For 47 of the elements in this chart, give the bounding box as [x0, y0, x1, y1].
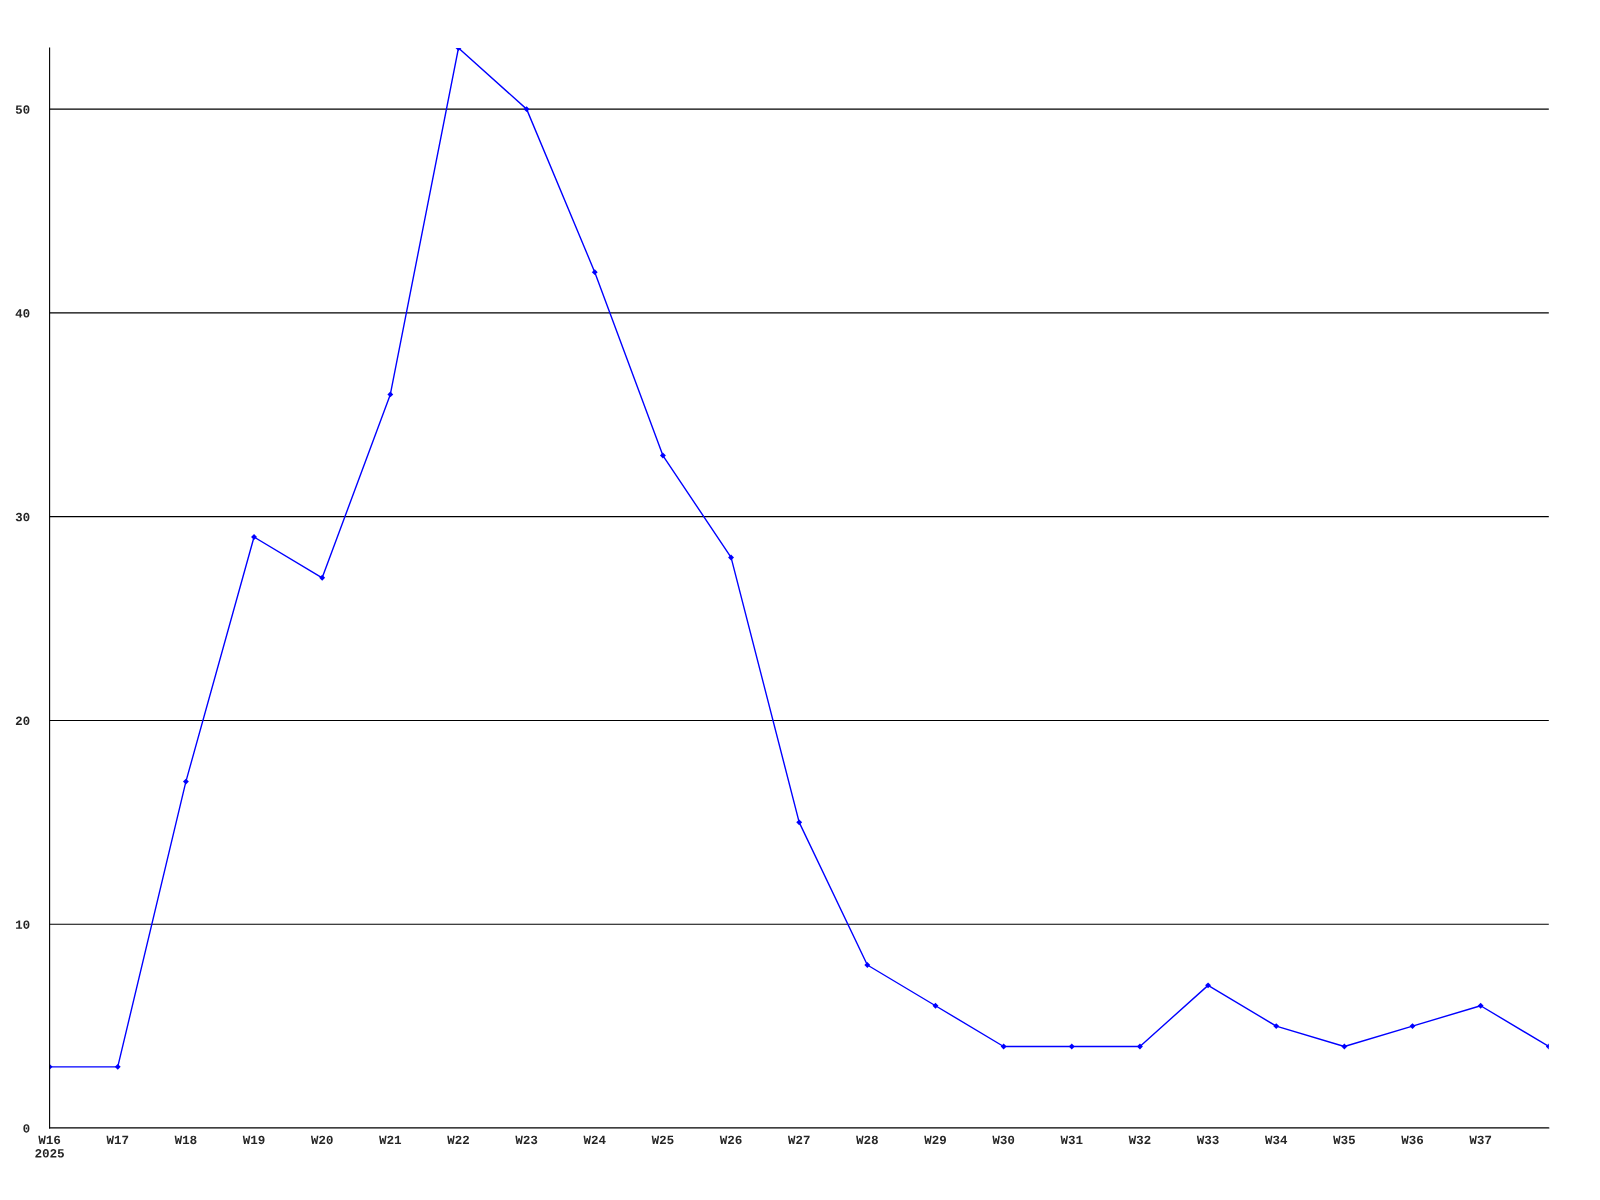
- x-tick-label: W32: [1128, 1135, 1151, 1145]
- x-tick-label: W35: [1333, 1135, 1355, 1145]
- x-tick-label: W17: [106, 1135, 129, 1144]
- x-tick-label: W28: [856, 1135, 878, 1145]
- y-tick-label: 30: [15, 512, 30, 522]
- point: [523, 106, 530, 113]
- y-tick-label: 0: [23, 1124, 30, 1133]
- x-tick-label: W20: [310, 1135, 333, 1145]
- y-tick-label: 20: [15, 716, 30, 726]
- x-tick-label: W30: [992, 1135, 1015, 1145]
- line-series: [49, 48, 1549, 1070]
- x-tick-label: W27: [787, 1135, 810, 1144]
- x-tick-label: W23: [515, 1135, 538, 1145]
- point: [864, 962, 871, 968]
- x-tick-label: W22: [447, 1135, 469, 1144]
- point: [1205, 982, 1212, 989]
- y-tick-label: 10: [15, 920, 30, 929]
- x-tick-label: W31: [1060, 1135, 1083, 1145]
- point: [114, 1063, 121, 1070]
- point: [1000, 1043, 1007, 1050]
- x-tick-label: W29: [924, 1135, 946, 1145]
- point: [1341, 1043, 1348, 1050]
- point: [1273, 1023, 1280, 1030]
- point: [796, 819, 803, 826]
- point: [387, 391, 394, 398]
- point: [728, 554, 734, 561]
- y-tick-label: 50: [15, 105, 30, 114]
- point: [591, 269, 598, 276]
- point: [1136, 1043, 1143, 1050]
- x-tick-label: W37: [1469, 1135, 1492, 1145]
- x-tick-label: W21: [379, 1135, 402, 1144]
- x-tick-label: W19: [242, 1135, 265, 1145]
- y-tick-label: 40: [15, 309, 30, 318]
- x-tick-label: W25: [651, 1135, 674, 1145]
- point: [182, 778, 189, 785]
- x-tick-label: W18: [174, 1135, 197, 1145]
- point: [659, 452, 666, 459]
- x-tick-label: W34: [1264, 1135, 1288, 1145]
- x-tick-label: W24: [583, 1135, 606, 1144]
- x-tick-label: W36: [1401, 1135, 1424, 1145]
- x-tick-label: W16 2025: [35, 1135, 64, 1158]
- x-tick-label: W26: [719, 1135, 742, 1145]
- point: [1477, 1002, 1484, 1009]
- point: [1409, 1023, 1416, 1030]
- x-tick-label: W33: [1196, 1135, 1219, 1145]
- point: [1068, 1043, 1075, 1050]
- point: [932, 1002, 939, 1009]
